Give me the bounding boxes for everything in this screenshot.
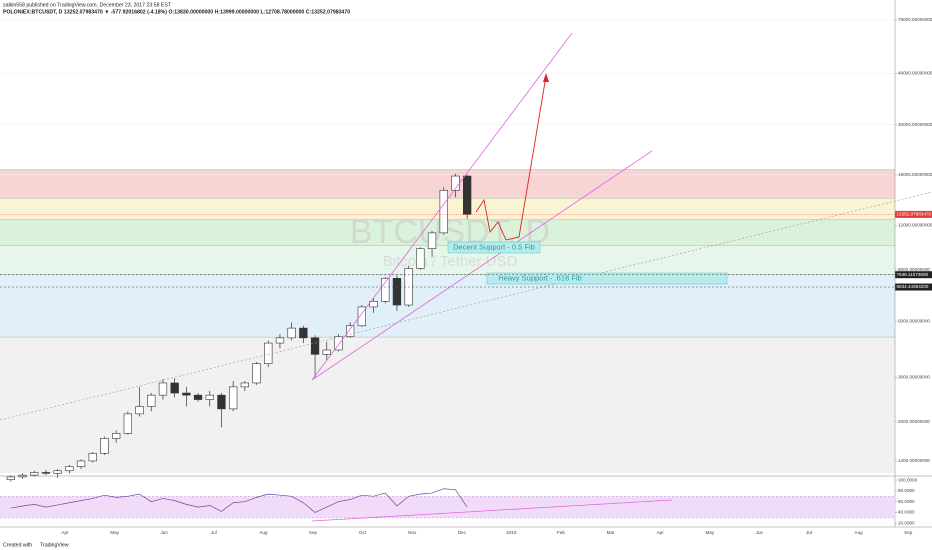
fib-zone	[0, 274, 895, 338]
candle-body	[275, 337, 285, 344]
candle-body	[100, 438, 109, 454]
rsi-tick-label: 40.0000	[898, 510, 915, 515]
x-tick-label: Jul	[211, 530, 217, 535]
candle-body	[205, 394, 214, 400]
x-tick-label: Jun	[160, 530, 168, 535]
x-tick-label: Jun	[756, 530, 764, 535]
x-tick-label: Aug	[259, 530, 268, 535]
x-tick-label: Apr	[657, 530, 665, 535]
candle-body	[182, 392, 191, 396]
published: salkin558 published on TradingView.com, …	[3, 2, 172, 8]
rsi-tick-label: 100.0000	[898, 477, 918, 482]
candle-body	[416, 248, 425, 269]
y-tick-label: 8000.00000000	[898, 267, 930, 272]
candle-body	[135, 406, 144, 415]
candle-body	[381, 278, 390, 302]
candle-body	[41, 472, 51, 474]
y-tick-label: 5000.00000000	[898, 319, 930, 324]
annotation: Heavy Support - .618 Fib	[498, 273, 581, 282]
y-tick-label: 2000.00000000	[898, 419, 930, 424]
candle-body	[111, 433, 121, 439]
x-tick-label: May	[110, 530, 119, 535]
x-tick-label: Oct	[359, 530, 367, 535]
arrow-head	[543, 73, 549, 82]
y-tick-label: 1400.00000000	[898, 458, 930, 463]
last-price-tag	[895, 210, 932, 218]
x-tick-label: Mar	[607, 530, 615, 535]
candle-body	[217, 394, 226, 410]
x-tick-label: Dec	[458, 530, 467, 535]
candle-body	[334, 336, 343, 351]
footer-brand: TradingView	[40, 542, 69, 548]
x-tick-label: Jul	[806, 530, 812, 535]
x-tick-label: Apr	[61, 530, 69, 535]
x-tick-label: Nov	[408, 530, 417, 535]
candle-body	[310, 337, 320, 355]
level-label: 6834.44884200	[897, 284, 929, 289]
candle-body	[392, 278, 402, 306]
annotation: Decent Support - 0.5 Fib	[453, 242, 535, 251]
level-tag	[895, 283, 932, 291]
candle-body	[369, 301, 378, 308]
candle-body	[299, 327, 308, 339]
candle-body	[228, 386, 238, 410]
channel-bottom	[311, 150, 653, 381]
x-tick-label: Sep	[904, 530, 913, 535]
candle-body	[158, 382, 168, 396]
candle-body	[427, 232, 437, 249]
rsi-tick-label: 80.0000	[898, 488, 915, 493]
candle-body	[264, 342, 273, 364]
candle-body	[240, 382, 250, 388]
x-tick-label: Feb	[557, 530, 565, 535]
x-tick-label: May	[705, 530, 714, 535]
candle-body	[193, 394, 203, 400]
candle-body	[65, 466, 74, 472]
rsi-tick-label: 60.0000	[898, 499, 915, 504]
rsi-band	[0, 496, 895, 518]
candle-body	[123, 413, 133, 434]
candle-body	[88, 453, 97, 462]
y-tick-label: 78000.00000000	[898, 17, 932, 22]
rsi-tick-label: 20.0000	[898, 521, 915, 526]
level-label: 7648.11073600	[897, 272, 929, 277]
candle-body	[53, 470, 62, 474]
candle-body	[357, 306, 367, 327]
rsi-line	[10, 488, 468, 513]
candle-body	[252, 363, 261, 384]
rsi-trend	[311, 499, 673, 522]
symbol-line: POLONIEX:BTCUSDT, D 13252.07983470 ▼ -57…	[3, 9, 350, 15]
candle-body	[462, 175, 472, 215]
y-tick-label: 3000.00000000	[898, 375, 930, 380]
candle-body	[30, 472, 39, 476]
channel-top	[311, 32, 573, 381]
fib-zone	[0, 337, 895, 473]
x-tick-label: Aug	[855, 530, 864, 535]
y-tick-label: 12000.00000000	[898, 223, 932, 228]
candle-body	[6, 476, 16, 480]
candle-body	[147, 394, 156, 407]
annotation-box	[486, 272, 728, 285]
projection-arrow	[475, 75, 547, 241]
y-tick-label: 30000.00000000	[898, 122, 932, 127]
candle-body	[345, 325, 355, 337]
candle-body	[76, 460, 86, 467]
candle-body	[322, 349, 331, 355]
x-tick-label: Sep	[309, 530, 318, 535]
level-tag	[895, 271, 932, 279]
y-tick-label: 48000.00000000	[898, 70, 932, 75]
candle-body	[404, 268, 413, 306]
candle-body	[170, 382, 179, 394]
footer-created: Created with	[3, 542, 32, 548]
x-tick-label: 2018	[506, 530, 517, 535]
candle-body	[439, 190, 448, 234]
candle-body	[287, 327, 296, 339]
last-price-label: 13252.07983470	[897, 212, 932, 217]
y-tick-label: 19000.00000000	[898, 172, 932, 177]
annotation-box	[447, 241, 541, 254]
